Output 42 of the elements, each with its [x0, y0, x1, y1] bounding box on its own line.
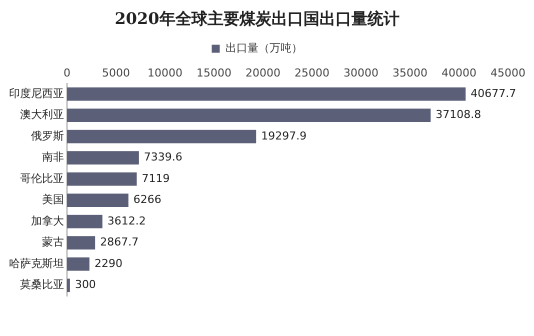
bar	[67, 172, 137, 186]
x-tick-label: 20000	[246, 66, 280, 80]
data-label: 6266	[133, 193, 162, 206]
bar	[67, 278, 70, 292]
y-tick-label: 印度尼西亚	[9, 86, 64, 100]
bar	[67, 130, 256, 144]
data-label: 19297.9	[261, 129, 307, 142]
legend-label: 出口量（万吨）	[225, 42, 302, 55]
bar	[67, 257, 90, 271]
x-tick-label: 10000	[148, 66, 182, 80]
bar	[67, 151, 139, 165]
x-tick-label: 25000	[294, 66, 330, 80]
data-label: 300	[74, 278, 96, 292]
x-tick-label: 5000	[102, 66, 130, 80]
data-label: 2290	[94, 256, 122, 270]
y-tick-label: 美国	[42, 193, 64, 206]
data-label: 7119	[142, 172, 170, 185]
y-tick-label: 加拿大	[31, 214, 64, 228]
y-tick-label: 澳大利亚	[20, 108, 64, 122]
data-label: 40677.7	[470, 86, 516, 100]
bar	[67, 108, 431, 122]
data-label: 37108.8	[436, 108, 482, 122]
x-tick-label: 45000	[490, 66, 526, 80]
bar	[67, 214, 102, 228]
y-tick-label: 莫桑比亚	[20, 278, 64, 292]
y-tick-label: 哈萨克斯坦	[9, 256, 64, 270]
chart-title: 2020年全球主要煤炭出口国出口量统计	[114, 8, 400, 28]
bar	[67, 236, 96, 250]
data-label: 2867.7	[100, 236, 139, 249]
data-label: 3612.2	[107, 214, 146, 228]
x-tick-label: 30000	[344, 66, 378, 80]
x-tick-label: 0	[64, 66, 70, 80]
x-tick-label: 40000	[442, 66, 476, 80]
y-tick-label: 俄罗斯	[31, 129, 64, 142]
x-tick-label: 35000	[392, 66, 428, 80]
x-tick-label: 15000	[196, 66, 232, 80]
bar	[67, 194, 128, 208]
y-tick-label: 蒙古	[42, 236, 64, 249]
y-tick-label: 哥伦比亚	[20, 172, 64, 185]
data-label: 7339.6	[144, 150, 182, 164]
y-tick-label: 南非	[42, 150, 64, 164]
bar	[67, 87, 466, 101]
